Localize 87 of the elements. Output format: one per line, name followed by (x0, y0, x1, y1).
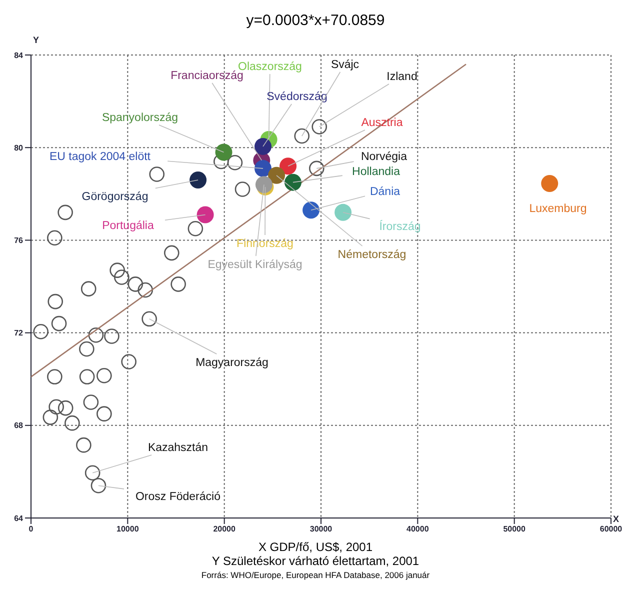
annotation: Orosz Föderáció (135, 491, 221, 503)
text: Írország (379, 220, 421, 233)
point (213, 154, 229, 170)
point (90, 478, 106, 494)
point (110, 262, 125, 278)
x-tick-label: 30000 (310, 524, 333, 534)
annotation: Norvégia (360, 151, 408, 163)
point (280, 158, 297, 175)
point (284, 174, 302, 191)
text: Hollandia (352, 166, 401, 178)
text: Dánia (370, 186, 401, 198)
point (234, 182, 250, 197)
point (48, 399, 64, 415)
x-tick-label: 40000 (406, 524, 430, 534)
x-axis-title: X GDP/fő, US$, 2001 (257, 540, 374, 554)
point (309, 160, 324, 176)
point (541, 174, 558, 192)
text: Finnország (236, 238, 294, 250)
text: EU tagok 2004 elött (49, 151, 152, 163)
y-tick-label: 76 (14, 236, 24, 246)
point (188, 220, 204, 236)
annotation: Magyarország (196, 357, 268, 369)
text: Olaszország (238, 61, 302, 73)
x-tick-label: 0 (28, 524, 34, 534)
point (149, 166, 165, 182)
text: Görögország (82, 191, 148, 203)
point (138, 282, 154, 298)
point (114, 270, 130, 285)
point (58, 400, 74, 416)
point (83, 394, 99, 410)
series-label: Luxemburg (529, 203, 587, 215)
text: Forrás: WHO/Europe, European HFA Database, 2006 január (200, 569, 431, 582)
point (33, 324, 49, 340)
point (84, 465, 100, 481)
point (104, 328, 120, 344)
point (42, 410, 58, 425)
text: Y Születéskor várható élettartam, 2001 (210, 554, 420, 568)
text: Y (33, 35, 40, 45)
text: Egyesült Királyság (208, 259, 302, 271)
point (88, 327, 104, 343)
point (51, 316, 67, 332)
text: Franciaország (170, 70, 244, 82)
point (312, 119, 328, 134)
x-tick-label: 20000 (213, 524, 236, 534)
point (227, 155, 243, 170)
point (254, 160, 272, 177)
point (64, 415, 80, 431)
point (128, 276, 144, 292)
y-tick-label: 68 (14, 421, 24, 430)
text: Portugália (102, 220, 154, 232)
text: Spanyolország (102, 112, 178, 124)
y-tick-label: 80 (14, 143, 24, 152)
point (80, 281, 96, 296)
annotation: Izland (386, 71, 418, 83)
point (47, 369, 62, 384)
point (190, 172, 207, 189)
text: Svédország (266, 91, 328, 103)
point (302, 202, 320, 219)
point (96, 406, 112, 422)
point (334, 204, 352, 221)
point (170, 276, 186, 292)
point (268, 166, 286, 184)
point (79, 341, 94, 357)
point (79, 369, 95, 384)
y-tick-label: 84 (14, 50, 24, 60)
text: Németország (338, 249, 406, 261)
x-tick-label: 10000 (116, 524, 140, 534)
point (215, 144, 232, 161)
x-tick-label: 50000 (503, 524, 526, 534)
point (48, 294, 64, 310)
y-tick-label: 64 (14, 514, 24, 523)
point (164, 245, 180, 261)
point (121, 354, 136, 370)
point (142, 311, 157, 327)
annotation: Svájc (330, 59, 360, 71)
chart-title: y=0.0003*x+70.0859 (245, 11, 386, 31)
point (96, 368, 112, 384)
annotation: Kazahsztán (148, 442, 208, 454)
point (254, 138, 272, 155)
text: X (613, 514, 620, 524)
point (58, 204, 73, 220)
point (47, 230, 62, 246)
y-tick-label: 72 (14, 328, 24, 338)
point (76, 437, 92, 453)
x-tick-label: 60000 (600, 524, 623, 534)
point (196, 206, 214, 224)
point (294, 128, 310, 144)
